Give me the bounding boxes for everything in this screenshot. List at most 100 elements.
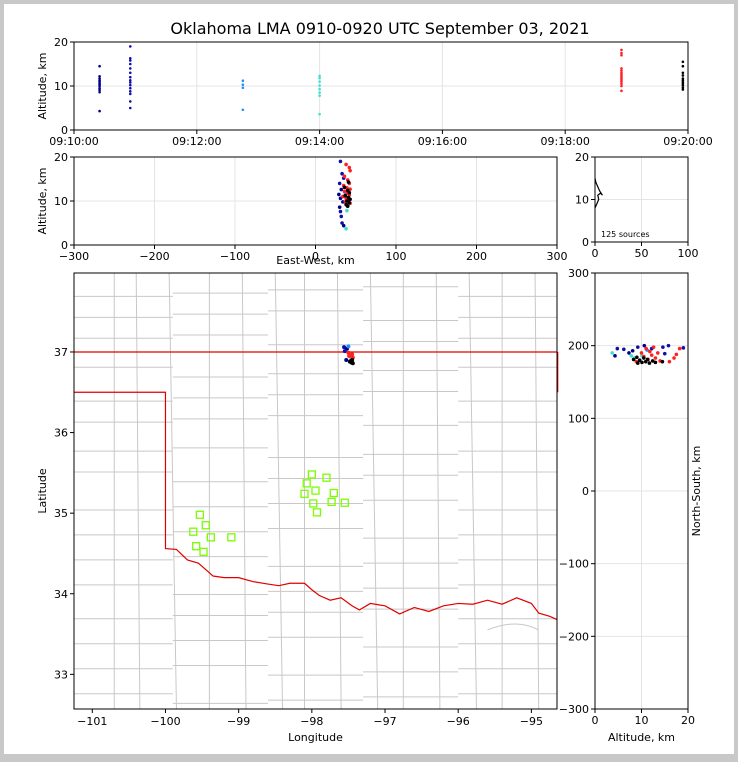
source-point bbox=[342, 349, 347, 354]
source-point bbox=[642, 343, 647, 348]
source-point bbox=[318, 112, 321, 116]
source-point bbox=[346, 350, 351, 355]
x-tick-label: −100 bbox=[150, 715, 180, 728]
source-point bbox=[640, 360, 644, 365]
source-point bbox=[637, 358, 642, 363]
source-point bbox=[128, 83, 132, 87]
source-point bbox=[241, 108, 245, 112]
x-tick-label: 0 bbox=[592, 714, 599, 727]
y-tick-label: 10 bbox=[54, 80, 68, 93]
y-tick-label: 20 bbox=[54, 36, 68, 49]
y-tick-label: 10 bbox=[54, 195, 68, 208]
source-point bbox=[128, 62, 132, 66]
lma-station-marker bbox=[189, 527, 198, 536]
source-point bbox=[662, 351, 667, 356]
lma-station-marker bbox=[201, 521, 210, 530]
y-tick-label: 20 bbox=[575, 151, 589, 164]
source-point bbox=[241, 79, 245, 83]
source-point bbox=[615, 346, 620, 351]
source-point bbox=[241, 83, 245, 86]
source-point bbox=[128, 92, 132, 96]
source-point bbox=[338, 209, 343, 214]
x-tick-label: 100 bbox=[678, 247, 699, 260]
source-point bbox=[347, 165, 352, 170]
x-tick-label: −96 bbox=[447, 715, 470, 728]
source-point bbox=[128, 89, 132, 93]
lma-station-marker bbox=[199, 547, 208, 556]
source-point bbox=[681, 74, 685, 77]
source-point bbox=[342, 174, 347, 179]
source-point bbox=[340, 171, 344, 176]
source-point bbox=[340, 221, 344, 225]
x-axis-label: Altitude, km bbox=[608, 731, 675, 744]
source-point bbox=[344, 358, 349, 363]
x-tick-label: −101 bbox=[77, 715, 107, 728]
x-tick-label: −200 bbox=[139, 250, 169, 263]
x-tick-label: 09:18:00 bbox=[540, 135, 589, 148]
source-point bbox=[318, 91, 321, 94]
y-tick-label: −200 bbox=[559, 630, 589, 643]
x-tick-label: 09:20:00 bbox=[663, 135, 712, 148]
y-tick-label: 0 bbox=[61, 124, 68, 137]
y-tick-label: 200 bbox=[568, 340, 589, 353]
source-point bbox=[337, 192, 341, 197]
source-point bbox=[98, 86, 101, 90]
x-tick-label: 200 bbox=[466, 250, 487, 263]
lma-station-marker bbox=[309, 499, 318, 508]
source-point bbox=[128, 100, 132, 103]
y-tick-label: 35 bbox=[54, 507, 68, 520]
source-point bbox=[620, 51, 623, 55]
lma-station-marker bbox=[311, 486, 320, 495]
source-point bbox=[318, 76, 321, 80]
x-tick-label: −99 bbox=[227, 715, 250, 728]
source-point bbox=[651, 345, 656, 349]
source-point bbox=[653, 356, 658, 360]
source-point bbox=[128, 45, 132, 48]
lma-station-marker bbox=[329, 488, 338, 498]
source-point bbox=[653, 360, 658, 365]
plot-border bbox=[73, 156, 558, 246]
source-point bbox=[645, 357, 650, 362]
source-point bbox=[339, 214, 344, 219]
lma-station-marker bbox=[206, 533, 216, 542]
source-point bbox=[681, 71, 685, 75]
x-tick-label: 09:16:00 bbox=[418, 135, 467, 148]
lma-station-marker bbox=[302, 479, 311, 488]
source-point bbox=[128, 81, 132, 84]
source-point bbox=[98, 109, 101, 113]
lma-station-marker bbox=[192, 542, 201, 551]
y-tick-label: 100 bbox=[568, 412, 589, 425]
lma-station-marker bbox=[340, 498, 349, 507]
source-point bbox=[648, 349, 652, 354]
plot-border bbox=[73, 272, 558, 710]
source-point bbox=[347, 200, 352, 205]
source-point bbox=[350, 352, 355, 357]
y-tick-label: 0 bbox=[582, 236, 589, 249]
source-point bbox=[318, 94, 321, 97]
source-point bbox=[681, 77, 685, 80]
x-tick-label: 09:10:00 bbox=[49, 135, 98, 148]
x-tick-label: −98 bbox=[300, 715, 323, 728]
source-point bbox=[241, 86, 245, 90]
source-point bbox=[642, 356, 646, 360]
source-point bbox=[128, 71, 132, 75]
source-point bbox=[622, 347, 626, 352]
source-point bbox=[635, 345, 640, 349]
plot-border bbox=[594, 156, 689, 243]
source-point bbox=[128, 75, 132, 79]
x-tick-label: −95 bbox=[520, 715, 543, 728]
source-point bbox=[649, 353, 654, 357]
histogram-line bbox=[594, 178, 603, 209]
county-line bbox=[468, 272, 477, 710]
source-point bbox=[337, 205, 342, 209]
x-axis-label: East-West, km bbox=[276, 254, 354, 267]
source-point bbox=[650, 359, 655, 363]
source-point bbox=[346, 180, 351, 184]
source-point bbox=[98, 77, 101, 80]
source-point bbox=[620, 82, 623, 86]
source-point bbox=[677, 346, 682, 351]
county-line bbox=[274, 272, 284, 710]
source-point bbox=[644, 346, 648, 351]
y-axis-label: Latitude bbox=[36, 468, 49, 514]
